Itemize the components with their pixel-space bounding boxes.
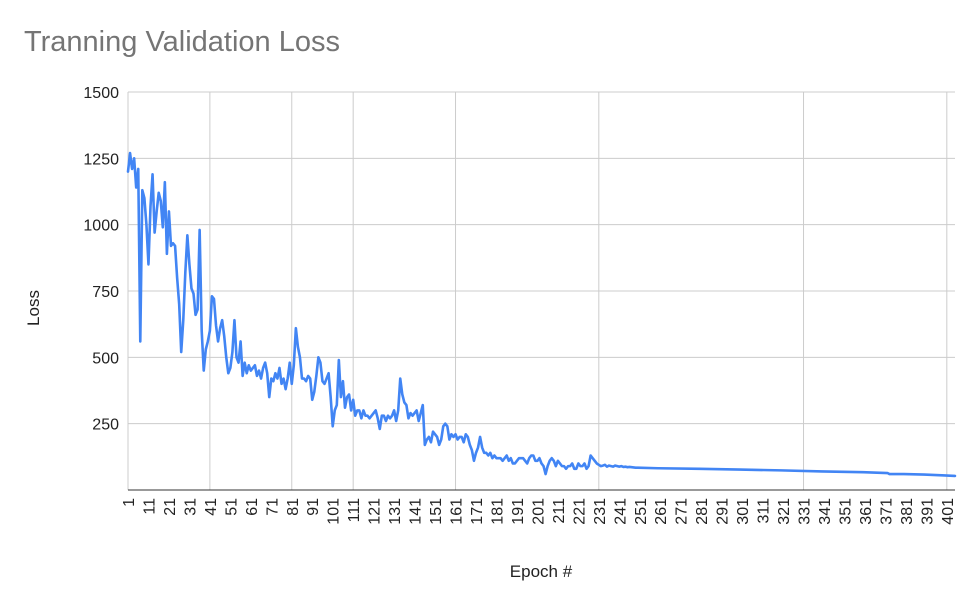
y-axis-ticks: 250 500 750 1000 1250 1500 bbox=[83, 85, 119, 434]
x-tick-label: 271 bbox=[674, 498, 691, 525]
x-tick-label: 351 bbox=[837, 498, 854, 525]
chart-title: Tranning Validation Loss bbox=[24, 26, 340, 58]
gridlines bbox=[127, 91, 955, 491]
series-line bbox=[126, 151, 957, 478]
x-tick-label: 41 bbox=[203, 498, 220, 516]
x-tick-label: 91 bbox=[305, 498, 322, 516]
series-lines bbox=[126, 151, 957, 478]
x-tick-label: 181 bbox=[489, 498, 506, 525]
x-tick-label: 71 bbox=[264, 498, 281, 516]
x-tick-label: 31 bbox=[182, 498, 199, 516]
x-tick-label: 381 bbox=[899, 498, 916, 525]
x-tick-label: 141 bbox=[408, 498, 425, 525]
x-tick-label: 111 bbox=[346, 498, 363, 522]
y-tick-label: 500 bbox=[92, 350, 119, 367]
x-tick-label: 161 bbox=[449, 498, 466, 525]
x-axis-title: Epoch # bbox=[510, 562, 573, 581]
y-tick-label: 1000 bbox=[83, 218, 119, 235]
x-tick-label: 201 bbox=[530, 498, 547, 525]
x-tick-label: 261 bbox=[653, 498, 670, 525]
x-tick-label: 101 bbox=[326, 498, 343, 525]
x-tick-label: 131 bbox=[387, 498, 404, 525]
x-tick-label: 211 bbox=[551, 498, 568, 524]
x-tick-label: 371 bbox=[878, 498, 895, 525]
x-tick-label: 121 bbox=[367, 498, 384, 525]
x-tick-label: 151 bbox=[428, 498, 445, 525]
y-axis-title: Loss bbox=[24, 290, 43, 326]
x-tick-label: 51 bbox=[223, 498, 240, 516]
x-tick-label: 251 bbox=[633, 498, 650, 525]
y-tick-label: 1250 bbox=[83, 151, 119, 168]
x-tick-label: 191 bbox=[510, 498, 527, 525]
x-tick-label: 341 bbox=[817, 498, 834, 525]
x-tick-label: 241 bbox=[612, 498, 629, 525]
x-tick-label: 11 bbox=[141, 498, 158, 515]
x-tick-label: 61 bbox=[244, 498, 261, 516]
x-tick-label: 331 bbox=[797, 498, 814, 525]
x-tick-label: 311 bbox=[756, 498, 773, 524]
x-tick-label: 81 bbox=[285, 498, 302, 516]
x-axis-ticks: 1 11 21 31 41 51 61 71 81 91 101 111 121 131 141 151 161… bbox=[121, 498, 957, 525]
x-tick-label: 291 bbox=[715, 498, 732, 525]
x-tick-label: 391 bbox=[919, 498, 936, 525]
x-tick-label: 321 bbox=[776, 498, 793, 525]
x-tick-label: 231 bbox=[592, 498, 609, 525]
y-tick-label: 750 bbox=[92, 284, 119, 301]
y-tick-label: 250 bbox=[92, 417, 119, 434]
x-tick-label: 171 bbox=[469, 498, 486, 525]
x-tick-label: 281 bbox=[694, 498, 711, 525]
x-tick-label: 21 bbox=[162, 498, 179, 516]
x-tick-label: 301 bbox=[735, 498, 752, 525]
x-tick-label: 401 bbox=[940, 498, 957, 525]
x-tick-label: 221 bbox=[571, 498, 588, 525]
y-tick-label: 1500 bbox=[83, 85, 119, 102]
x-tick-label: 361 bbox=[858, 498, 875, 525]
x-tick-label: 1 bbox=[121, 498, 138, 507]
